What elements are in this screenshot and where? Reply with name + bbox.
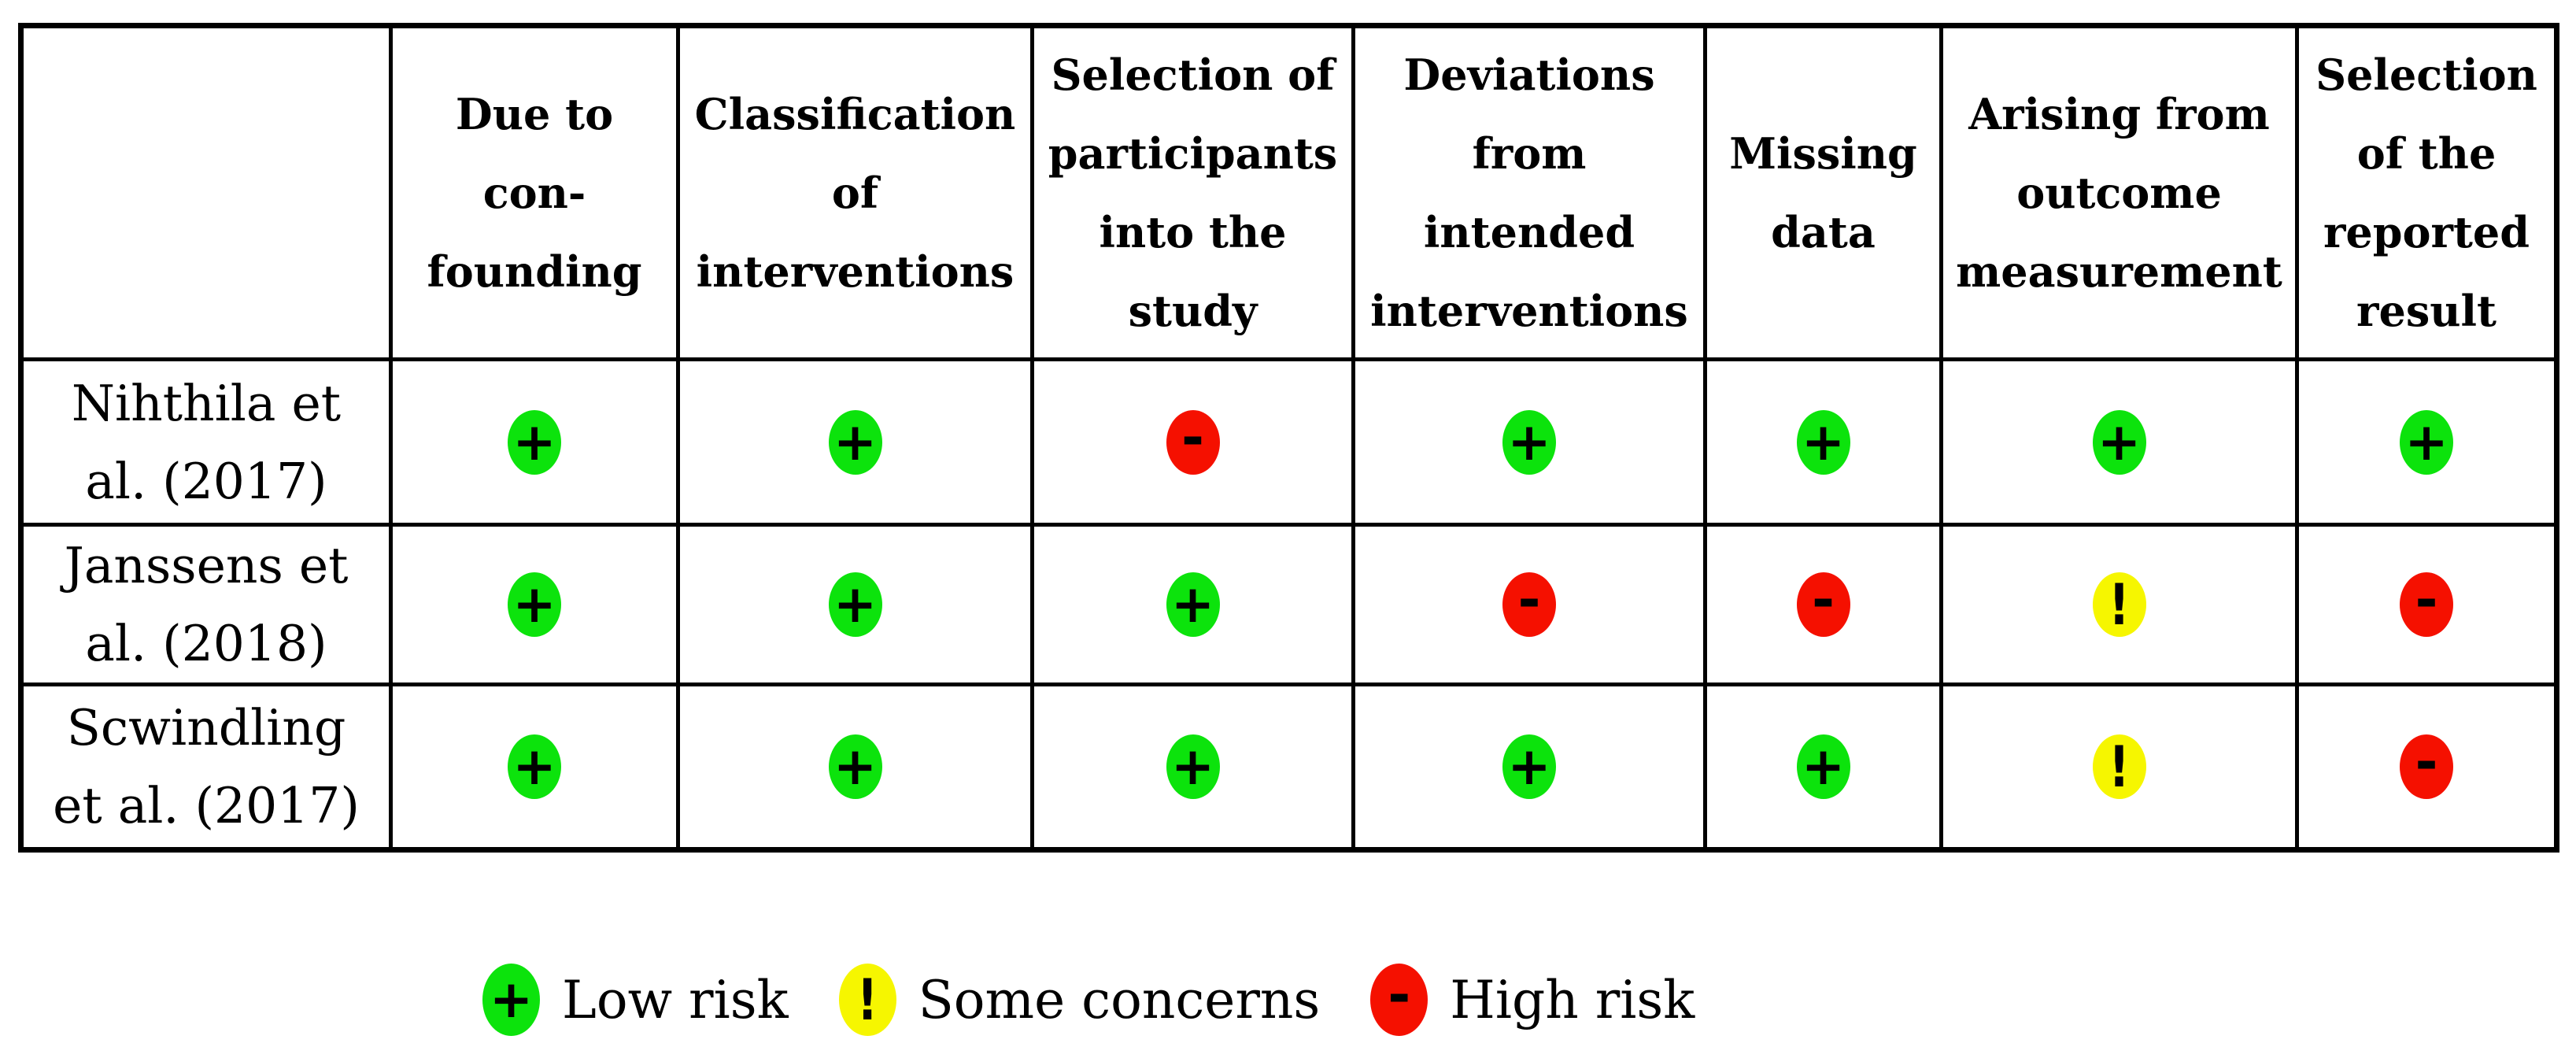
high-risk-icon: - bbox=[1370, 964, 1428, 1036]
table-row: Scwindling et al. (2017) + + + + + ! - bbox=[19, 683, 2559, 852]
low-risk-icon: + bbox=[828, 572, 882, 637]
column-header-reported-result: Selection of the reported result bbox=[2295, 24, 2559, 361]
rating-cell: ! bbox=[1939, 523, 2299, 686]
rating-symbol: ! bbox=[2108, 571, 2130, 638]
rating-symbol: + bbox=[512, 411, 556, 472]
some-concerns-icon: ! bbox=[838, 964, 896, 1036]
empty-corner-cell bbox=[19, 24, 393, 361]
rating-symbol: + bbox=[1170, 736, 1215, 797]
rating-cell: + bbox=[1351, 357, 1707, 527]
rating-symbol: + bbox=[833, 411, 878, 472]
rating-symbol: + bbox=[1507, 736, 1551, 797]
rating-cell: + bbox=[676, 357, 1034, 527]
rating-symbol: - bbox=[1181, 405, 1205, 470]
rating-cell: + bbox=[1030, 523, 1355, 686]
rating-symbol: + bbox=[1507, 411, 1551, 472]
column-header-classification: Classification of interventions bbox=[676, 24, 1034, 361]
rating-cell: - bbox=[1703, 523, 1943, 686]
rating-symbol: + bbox=[1801, 736, 1846, 797]
rating-cell: + bbox=[2295, 357, 2559, 527]
column-header-selection-participants: Selection of participants into the study bbox=[1030, 24, 1355, 361]
high-risk-icon: - bbox=[1502, 572, 1556, 637]
low-risk-icon: + bbox=[1166, 734, 1220, 799]
legend-item-high-risk: - High risk bbox=[1370, 964, 1695, 1036]
rating-cell: - bbox=[2295, 523, 2559, 686]
low-risk-icon: + bbox=[508, 409, 561, 475]
study-name: Nihthila et al. (2017) bbox=[19, 357, 393, 527]
rating-symbol: - bbox=[2415, 568, 2438, 632]
legend-label: Low risk bbox=[562, 969, 789, 1030]
study-name: Scwindling et al. (2017) bbox=[19, 683, 393, 852]
low-risk-icon: + bbox=[1796, 734, 1850, 799]
some-concerns-icon: ! bbox=[2092, 571, 2146, 638]
low-risk-icon: + bbox=[828, 734, 882, 799]
rating-cell: + bbox=[389, 357, 680, 527]
rating-cell: + bbox=[1939, 357, 2299, 527]
rating-symbol: + bbox=[2097, 411, 2142, 472]
rating-cell: + bbox=[1703, 683, 1943, 852]
high-risk-icon: - bbox=[1796, 568, 1850, 637]
rating-symbol: - bbox=[1811, 568, 1835, 632]
study-name: Janssens et al. (2018) bbox=[19, 523, 393, 686]
low-risk-icon: + bbox=[2092, 409, 2146, 475]
rating-cell: - bbox=[1351, 523, 1707, 686]
rating-symbol: + bbox=[1801, 411, 1846, 472]
rating-symbol: - bbox=[1517, 568, 1541, 632]
risk-of-bias-table: Due to con- founding Classification of i… bbox=[18, 23, 2559, 853]
low-risk-icon: + bbox=[508, 572, 561, 637]
rating-cell: + bbox=[676, 523, 1034, 686]
rating-cell: + bbox=[1351, 683, 1707, 852]
low-risk-icon: + bbox=[1502, 409, 1556, 475]
low-risk-icon: + bbox=[508, 734, 561, 799]
rating-symbol: - bbox=[1388, 963, 1411, 1027]
column-header-outcome-measurement: Arising from outcome measurement bbox=[1939, 24, 2299, 361]
rating-cell: + bbox=[1030, 683, 1355, 852]
rating-cell: ! bbox=[1939, 683, 2299, 852]
rating-symbol: + bbox=[1170, 574, 1215, 634]
low-risk-icon: + bbox=[1166, 572, 1220, 637]
rating-cell: + bbox=[389, 523, 680, 686]
rating-symbol: + bbox=[833, 736, 878, 797]
rating-symbol: - bbox=[2415, 730, 2438, 794]
high-risk-icon: - bbox=[2400, 734, 2453, 799]
column-header-confounding: Due to con- founding bbox=[389, 24, 680, 361]
rating-symbol: ! bbox=[856, 966, 878, 1034]
some-concerns-icon: ! bbox=[2092, 733, 2146, 801]
high-risk-icon: - bbox=[2400, 572, 2453, 637]
column-header-deviations: Deviations from intended interventions bbox=[1351, 24, 1707, 361]
table-row: Nihthila et al. (2017) + + - + + + + bbox=[19, 357, 2559, 527]
low-risk-icon: + bbox=[1502, 734, 1556, 799]
rating-symbol: + bbox=[512, 574, 556, 634]
header-row: Due to con- founding Classification of i… bbox=[19, 24, 2559, 361]
legend-label: Some concerns bbox=[918, 969, 1321, 1030]
table-row: Janssens et al. (2018) + + + - - ! - bbox=[19, 523, 2559, 686]
rating-symbol: + bbox=[833, 574, 878, 634]
rating-symbol: + bbox=[2404, 411, 2448, 472]
low-risk-icon: + bbox=[482, 964, 540, 1036]
low-risk-icon: + bbox=[2400, 409, 2453, 475]
rating-cell: + bbox=[676, 683, 1034, 852]
rating-cell: - bbox=[1030, 357, 1355, 527]
rating-cell: - bbox=[2295, 683, 2559, 852]
low-risk-icon: + bbox=[828, 409, 882, 475]
rating-cell: + bbox=[1703, 357, 1943, 527]
legend: + Low risk ! Some concerns - High risk bbox=[482, 964, 1695, 1036]
column-header-missing-data: Missing data bbox=[1703, 24, 1943, 361]
rating-cell: + bbox=[389, 683, 680, 852]
high-risk-icon: - bbox=[1166, 405, 1220, 475]
rating-symbol: + bbox=[489, 969, 534, 1030]
rating-symbol: + bbox=[512, 736, 556, 797]
legend-label: High risk bbox=[1450, 969, 1695, 1030]
low-risk-icon: + bbox=[1796, 409, 1850, 475]
legend-item-low-risk: + Low risk bbox=[482, 964, 789, 1036]
rating-symbol: ! bbox=[2108, 733, 2130, 801]
legend-item-some-concerns: ! Some concerns bbox=[838, 964, 1321, 1036]
